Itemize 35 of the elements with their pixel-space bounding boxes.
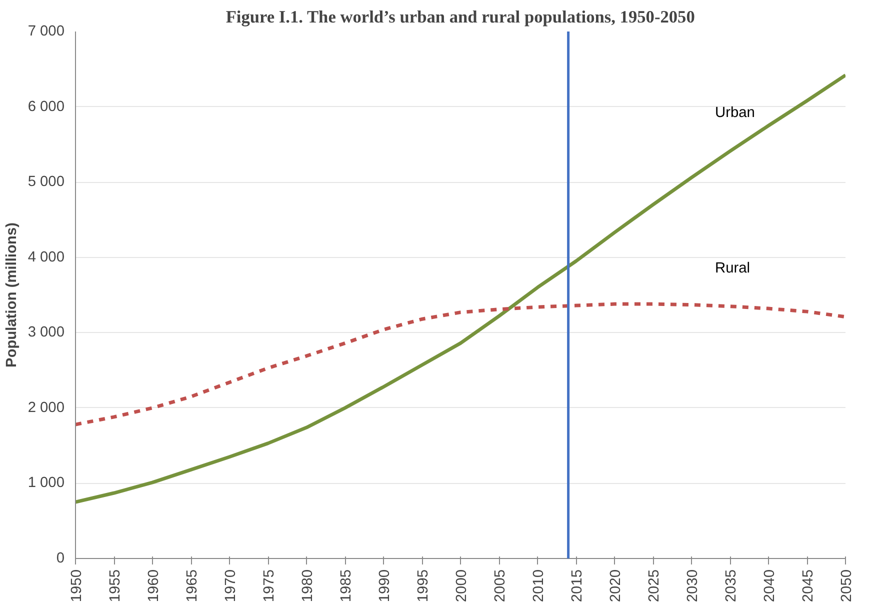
- line-series: [76, 73, 846, 504]
- x-tick-label: 2015: [570, 569, 586, 602]
- x-tick-label: 2005: [492, 569, 508, 602]
- x-tick-label: 1955: [108, 569, 124, 602]
- chart-title: Figure I.1. The world’s urban and rural populations, 1950-2050: [226, 8, 695, 26]
- x-tick-label: 1990: [377, 569, 393, 602]
- x-tick-label: 1995: [416, 569, 432, 602]
- x-tick-label: 1965: [184, 569, 200, 602]
- x-tick-label: 1985: [338, 569, 354, 602]
- x-tick-label: 2050: [839, 569, 855, 602]
- y-tick-label: 0: [56, 550, 65, 566]
- x-tick-label: 2000: [454, 569, 470, 602]
- text: Rural: [715, 260, 750, 276]
- y-tick-label: 5 000: [28, 174, 65, 190]
- x-tick-label: 2020: [608, 569, 624, 602]
- x-tick-label: 2040: [762, 569, 778, 602]
- y-axis-title: Population (millions): [4, 222, 20, 368]
- x-tick-label: 1970: [223, 569, 239, 602]
- x-tick-label: 2025: [646, 569, 662, 602]
- x-tick-label: 1975: [262, 569, 278, 602]
- y-tick-label: 3 000: [28, 324, 65, 341]
- y-tick-label: 7 000: [28, 24, 65, 40]
- series-label: Urban: [715, 105, 755, 122]
- x-tick-label: 2035: [724, 569, 740, 602]
- x-tick-label: 1950: [69, 569, 85, 602]
- x-tick-label: 2010: [531, 569, 547, 602]
- y-tick-label: 2 000: [28, 400, 65, 416]
- x-tick-label: 2045: [800, 569, 816, 602]
- y-tick-label: 1 000: [28, 475, 65, 492]
- x-tick-label: 1960: [146, 569, 162, 602]
- x-tick-label: 1980: [300, 569, 316, 602]
- line-series: [76, 302, 846, 426]
- y-tick-label: 4 000: [28, 249, 65, 266]
- y-tick-label: 6 000: [28, 98, 65, 115]
- x-tick-label: 2030: [685, 569, 701, 602]
